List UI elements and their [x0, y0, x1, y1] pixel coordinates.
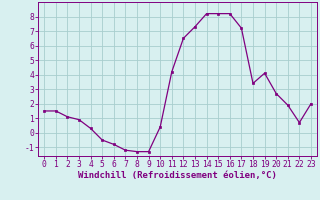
X-axis label: Windchill (Refroidissement éolien,°C): Windchill (Refroidissement éolien,°C) — [78, 171, 277, 180]
